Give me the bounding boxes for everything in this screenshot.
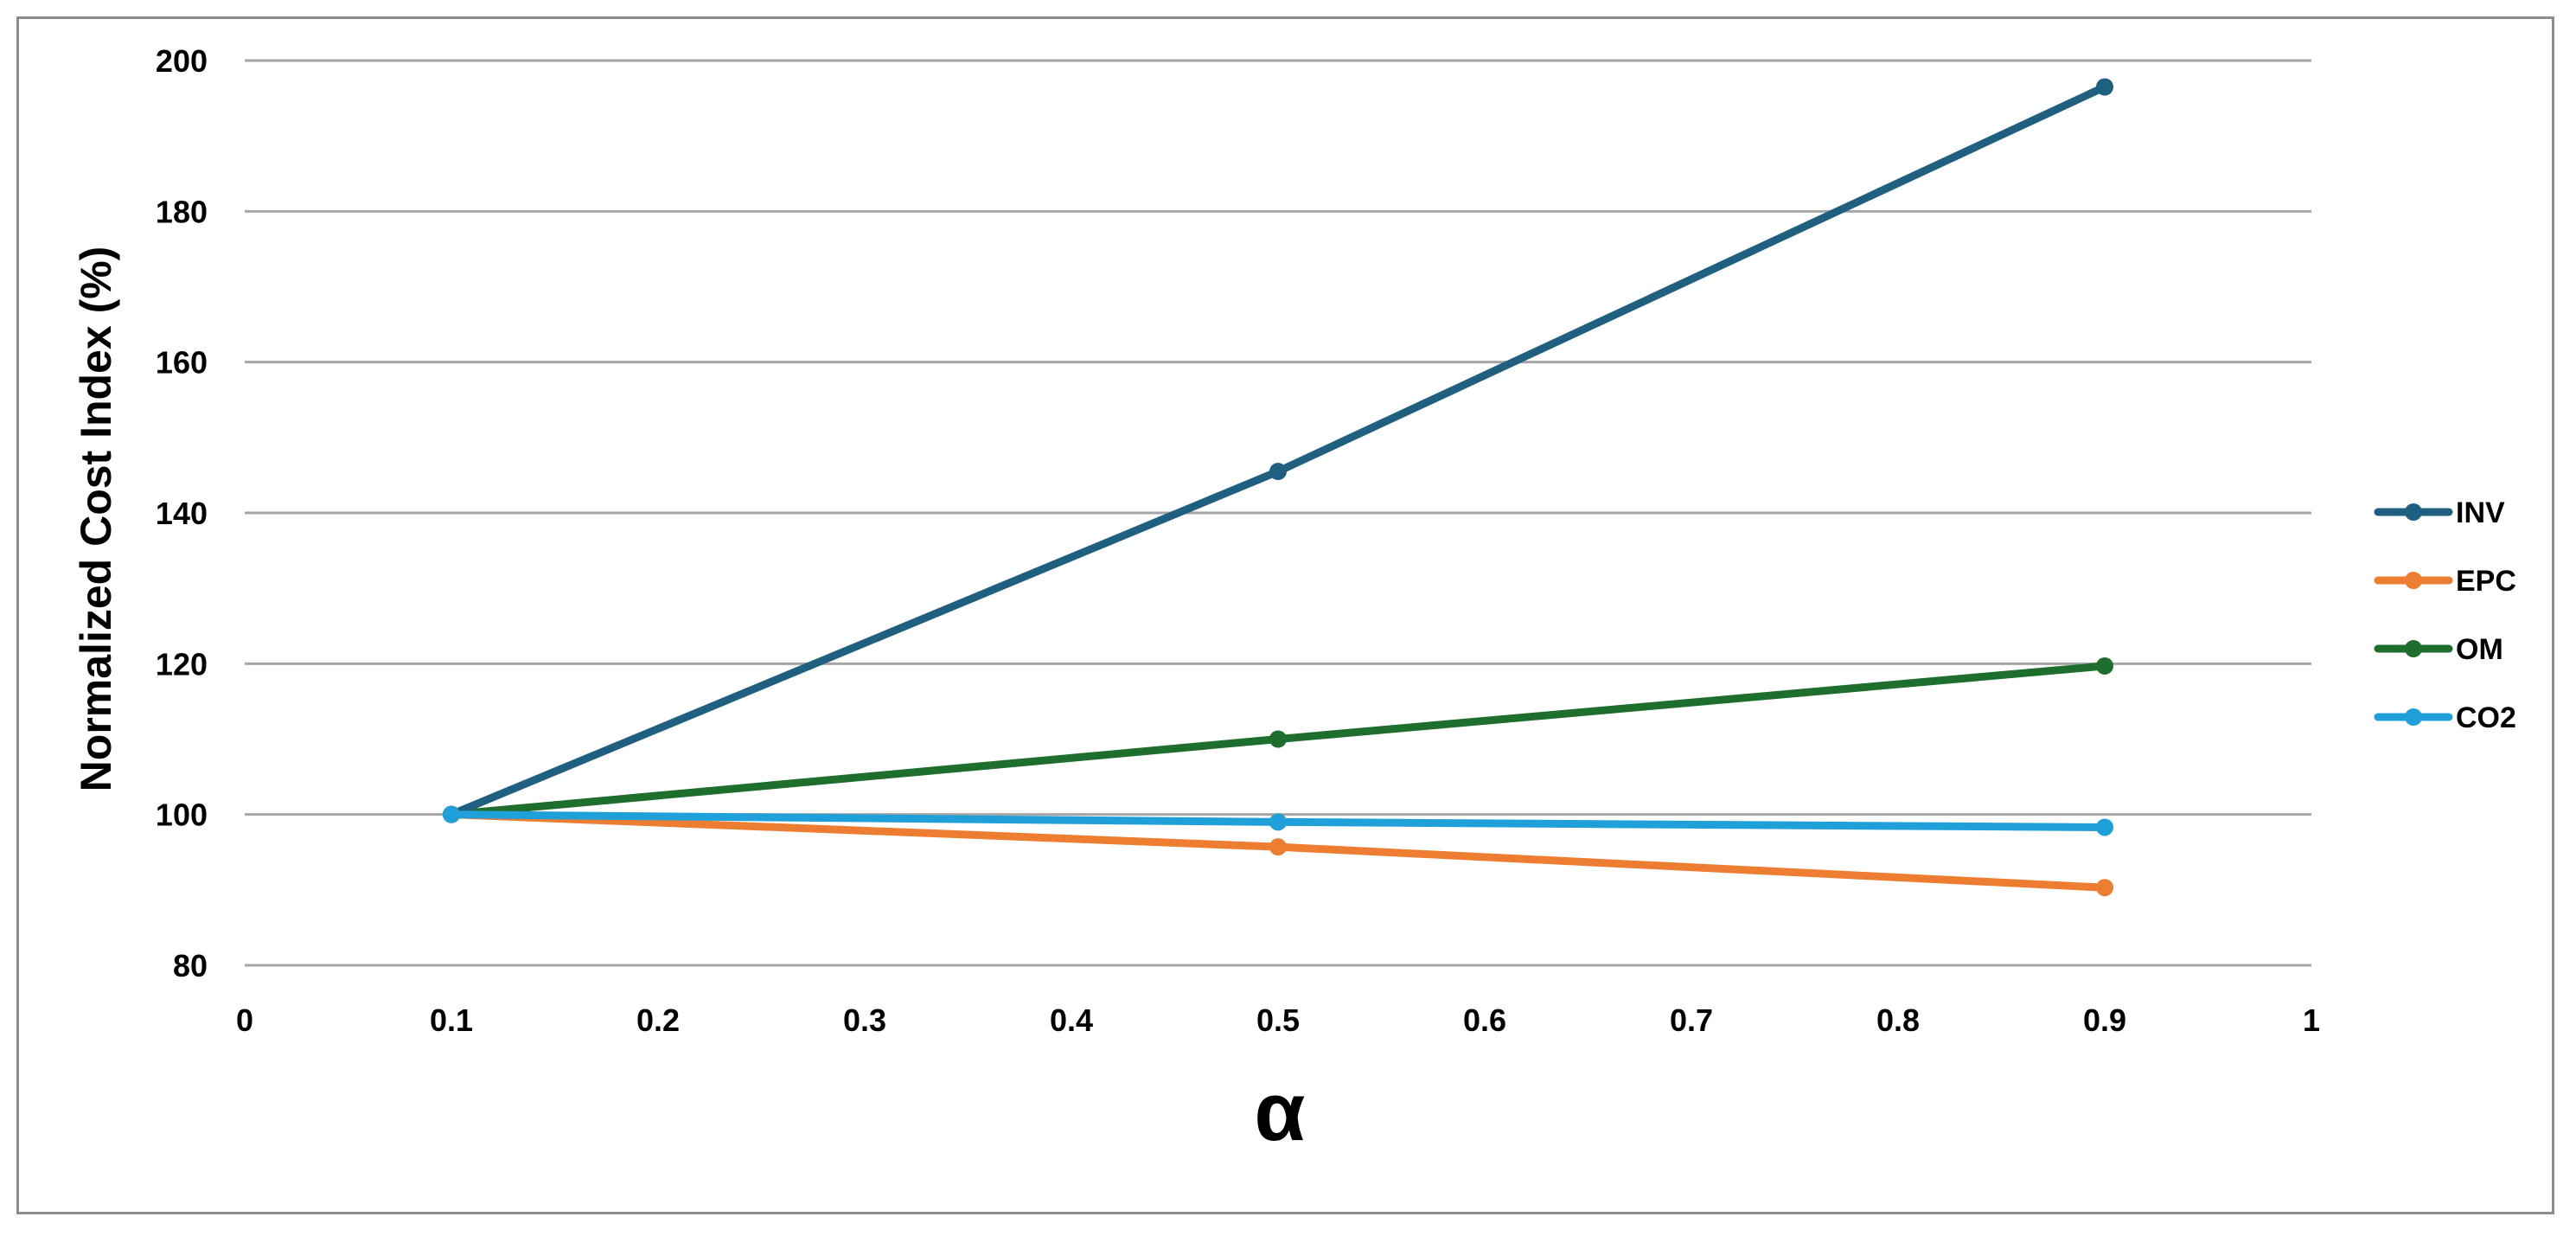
x-tick-label: 0.5 xyxy=(1256,1002,1300,1038)
x-tick-label: 0.6 xyxy=(1463,1002,1506,1038)
chart-frame xyxy=(16,16,2554,1214)
legend-item-inv: INV xyxy=(2374,496,2505,529)
y-tick-label: 200 xyxy=(156,43,208,79)
data-point-epc xyxy=(1269,838,1287,856)
legend-item-epc: EPC xyxy=(2374,565,2516,598)
legend-marker-inv xyxy=(2405,503,2422,521)
x-tick-label: 0 xyxy=(236,1002,253,1038)
data-point-epc xyxy=(2096,879,2113,897)
y-tick-label: 80 xyxy=(173,948,208,983)
y-tick-label: 180 xyxy=(156,194,208,229)
legend-marker-epc xyxy=(2405,572,2422,589)
data-point-co2 xyxy=(2096,818,2113,836)
legend-label-co2: CO2 xyxy=(2456,701,2516,734)
legend-marker-co2 xyxy=(2405,708,2422,726)
x-tick-label: 0.1 xyxy=(430,1002,473,1038)
y-tick-label: 120 xyxy=(156,646,208,682)
x-tick-label: 0.4 xyxy=(1050,1002,1093,1038)
y-tick-label: 100 xyxy=(156,797,208,833)
data-point-inv xyxy=(2096,78,2113,96)
x-tick-label: 0.9 xyxy=(2083,1002,2126,1038)
series-co2 xyxy=(443,805,2113,836)
legend-marker-om xyxy=(2405,640,2422,657)
x-axis-title: α xyxy=(1254,1066,1305,1158)
y-tick-label: 140 xyxy=(156,496,208,531)
y-tick-label: 160 xyxy=(156,345,208,381)
series-inv xyxy=(443,78,2113,823)
x-tick-label: 1 xyxy=(2303,1002,2320,1038)
data-point-om xyxy=(2096,656,2113,675)
data-point-inv xyxy=(1269,463,1287,481)
y-tick-labels: 80 100 120 140 160 180 200 xyxy=(156,43,208,983)
series-om xyxy=(443,656,2113,823)
legend: INV EPC OM CO2 xyxy=(2374,496,2516,734)
data-point-co2 xyxy=(443,805,460,823)
data-point-co2 xyxy=(1269,813,1287,831)
series-line-inv xyxy=(447,83,2109,819)
series-lines xyxy=(443,78,2113,897)
x-tick-labels: 0 0.1 0.2 0.3 0.4 0.5 0.6 0.7 0.8 0.9 1 xyxy=(236,1002,2320,1038)
y-axis-title: Normalized Cost Index (%) xyxy=(72,247,120,792)
legend-label-epc: EPC xyxy=(2456,565,2516,598)
x-tick-label: 0.8 xyxy=(1876,1002,1920,1038)
x-tick-label: 0.2 xyxy=(636,1002,680,1038)
x-tick-label: 0.7 xyxy=(1670,1002,1713,1038)
legend-label-inv: INV xyxy=(2456,496,2505,529)
legend-label-om: OM xyxy=(2456,633,2503,666)
data-point-om xyxy=(1269,730,1287,748)
legend-item-om: OM xyxy=(2374,633,2503,666)
legend-item-co2: CO2 xyxy=(2374,701,2516,734)
x-tick-label: 0.3 xyxy=(843,1002,886,1038)
